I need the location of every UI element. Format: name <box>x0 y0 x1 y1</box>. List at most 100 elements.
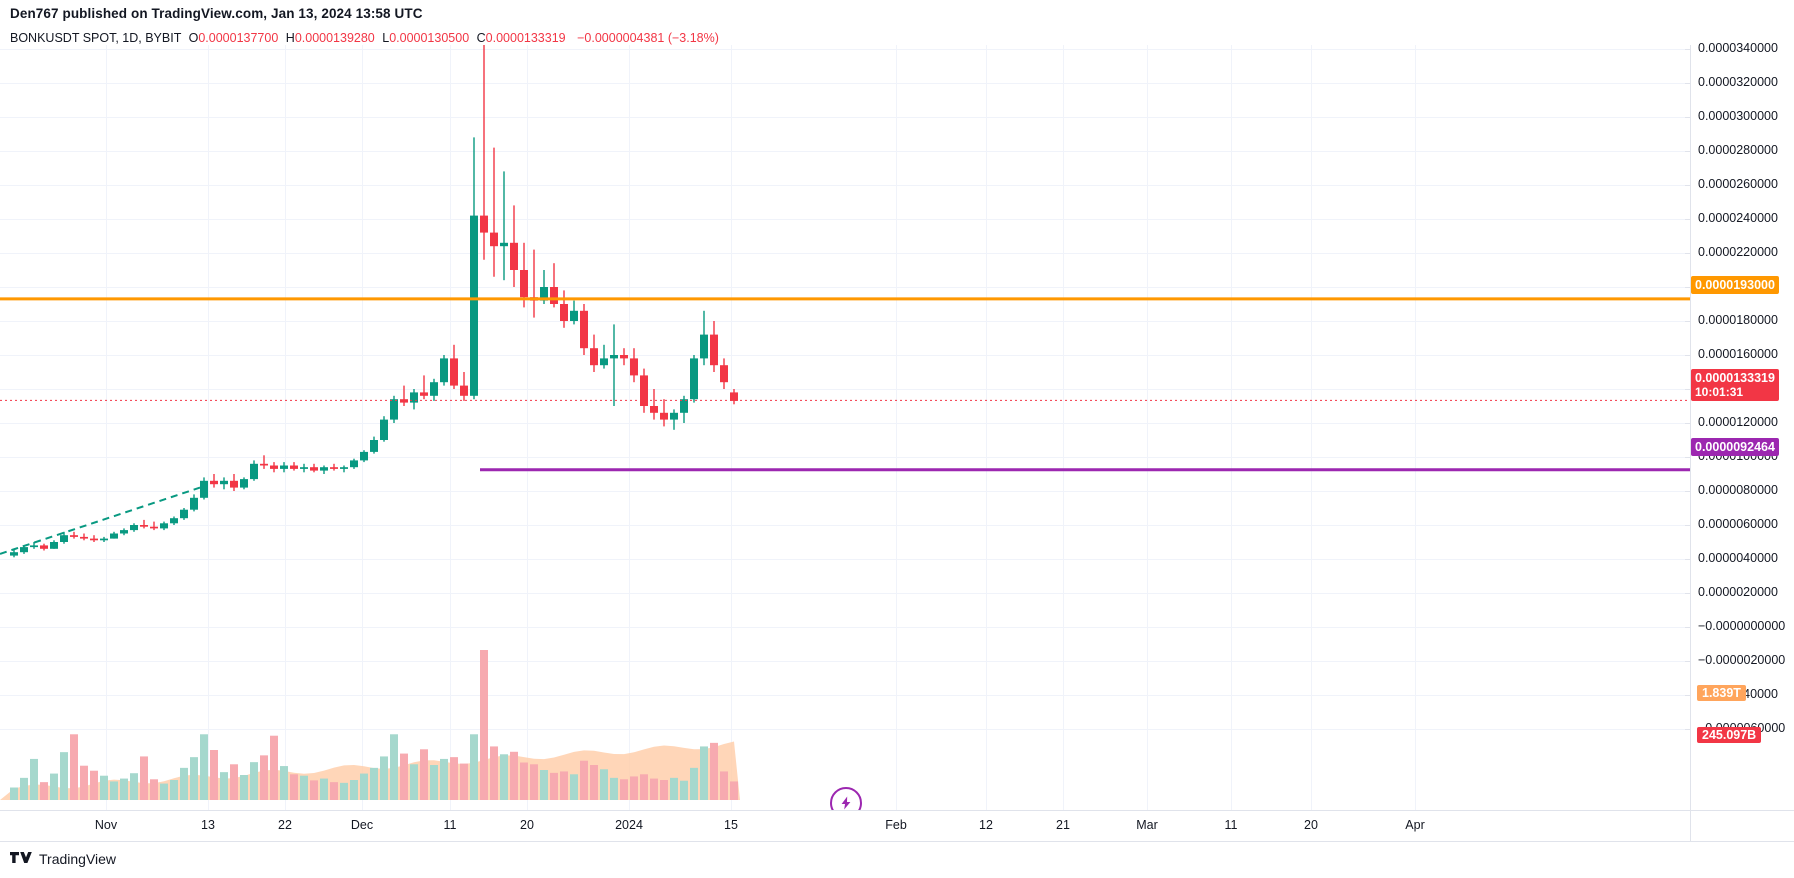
volume-bar <box>200 734 208 800</box>
legend-low-value: 0.0000130500 <box>389 31 470 45</box>
candle-body <box>440 358 448 383</box>
price-axis-tick: 0.0000280000 <box>1698 143 1778 157</box>
candle-body <box>210 480 218 485</box>
tradingview-logo[interactable]: TradingView <box>10 851 116 867</box>
price-axis-tickmark <box>1685 151 1691 152</box>
legend-high-label: H <box>285 31 295 45</box>
candle-body <box>570 310 578 321</box>
time-axis-tick: 12 <box>979 818 993 832</box>
volume-bar <box>450 757 458 800</box>
legend-symbol[interactable]: BONKUSDT SPOT, 1D, BYBIT <box>10 31 182 45</box>
drawings-layer <box>0 297 1690 555</box>
time-axis-tick: Apr <box>1405 818 1425 832</box>
gridline-vertical <box>1415 45 1416 810</box>
gridline-horizontal <box>0 457 1690 458</box>
price-axis[interactable]: 0.0000340000 0.0000320000 0.0000300000 0.00… <box>1685 41 1794 810</box>
time-axis-separator <box>1690 811 1691 841</box>
volume-bar <box>130 773 138 800</box>
candle-body <box>560 304 568 321</box>
gridline-vertical <box>208 45 209 810</box>
time-axis-tick: 20 <box>1304 818 1318 832</box>
candle-body <box>310 467 318 471</box>
candle-body <box>120 530 128 534</box>
volume-bar <box>730 781 738 800</box>
candle-body <box>350 460 358 468</box>
candle-body <box>190 497 198 510</box>
volume-last-label[interactable]: 245.097B <box>1697 727 1762 743</box>
chart-pane[interactable] <box>0 45 1690 810</box>
volume-bar <box>400 753 408 800</box>
price-axis-tickmark <box>1685 185 1691 186</box>
candle-body <box>230 480 238 488</box>
volume-bar <box>540 770 548 800</box>
resistance-price-label-value: 0.0000193000 <box>1695 278 1775 292</box>
price-axis-tick: 0.0000340000 <box>1698 41 1778 55</box>
volume-bar <box>380 756 388 800</box>
volume-bar <box>240 775 248 800</box>
price-axis-tick: −0.0000000000 <box>1698 619 1786 633</box>
price-axis-tickmark <box>1685 525 1691 526</box>
volume-bar <box>120 778 128 800</box>
gridline-horizontal <box>0 117 1690 118</box>
candle-body <box>360 451 368 461</box>
volume-bar <box>310 780 318 800</box>
candle-body <box>600 358 608 366</box>
candle-body <box>420 392 428 396</box>
price-axis-tickmark <box>1685 83 1691 84</box>
price-axis-tick: 0.0000020000 <box>1698 585 1778 599</box>
volume-bar <box>180 767 188 800</box>
volume-bar <box>610 777 618 800</box>
alert-bolt-icon[interactable] <box>830 787 862 810</box>
volume-bar <box>160 783 168 800</box>
gridline-horizontal <box>0 219 1690 220</box>
volume-bar <box>480 650 488 800</box>
volume-max-label[interactable]: 1.839T <box>1697 685 1746 701</box>
volume-bar <box>250 762 258 800</box>
volume-bar <box>420 749 428 800</box>
support-price-label-value: 0.0000092464 <box>1695 440 1775 454</box>
candle-body <box>180 509 188 519</box>
last-price-countdown: 10:01:31 <box>1695 385 1744 399</box>
time-axis-tick: Mar <box>1136 818 1158 832</box>
candle-body <box>730 392 738 401</box>
volume-bar <box>60 752 68 800</box>
candle-body <box>330 467 338 469</box>
price-axis-tickmark <box>1685 559 1691 560</box>
time-axis[interactable]: Nov 13 22 Dec 11 20 2024 15 Feb 12 21 Mar 11 20 Apr <box>0 810 1794 841</box>
volume-bar <box>560 771 568 800</box>
support-price-label[interactable]: 0.0000092464 <box>1691 438 1779 456</box>
gridline-vertical <box>1147 45 1148 810</box>
resistance-price-label[interactable]: 0.0000193000 <box>1691 276 1779 294</box>
candle-body <box>550 287 558 304</box>
candle-body <box>520 270 528 298</box>
price-axis-tick: 0.0000300000 <box>1698 109 1778 123</box>
price-axis-tick: 0.0000260000 <box>1698 177 1778 191</box>
gridline-vertical <box>986 45 987 810</box>
legend-close-value: 0.0000133319 <box>485 31 566 45</box>
candle-body <box>380 419 388 440</box>
candle-body <box>150 526 158 529</box>
volume-bar <box>530 764 538 800</box>
gridline-horizontal <box>0 151 1690 152</box>
volume-bar <box>210 750 218 800</box>
volume-bar <box>70 734 78 800</box>
candle-body <box>370 440 378 452</box>
candle-body <box>260 463 268 466</box>
time-axis-tick: Dec <box>350 818 374 832</box>
time-axis-tick: 22 <box>278 818 292 832</box>
candle-body <box>690 358 698 400</box>
gridline-vertical <box>1063 45 1064 810</box>
candle-body <box>630 358 638 376</box>
price-axis-tick: 0.0000120000 <box>1698 415 1778 429</box>
candle-body <box>110 533 118 539</box>
price-axis-tickmark <box>1685 593 1691 594</box>
chart-canvas[interactable] <box>0 45 1690 810</box>
legend-open-label: O <box>188 31 199 45</box>
volume-bar <box>170 780 178 800</box>
attribution-text: Den767 published on TradingView.com, Jan… <box>10 6 423 21</box>
candle-body <box>60 535 68 542</box>
time-axis-tick: 20 <box>520 818 534 832</box>
candle-body <box>610 355 618 359</box>
last-price-label[interactable]: 0.0000133319 10:01:31 <box>1691 369 1779 401</box>
candle-body <box>80 536 88 539</box>
